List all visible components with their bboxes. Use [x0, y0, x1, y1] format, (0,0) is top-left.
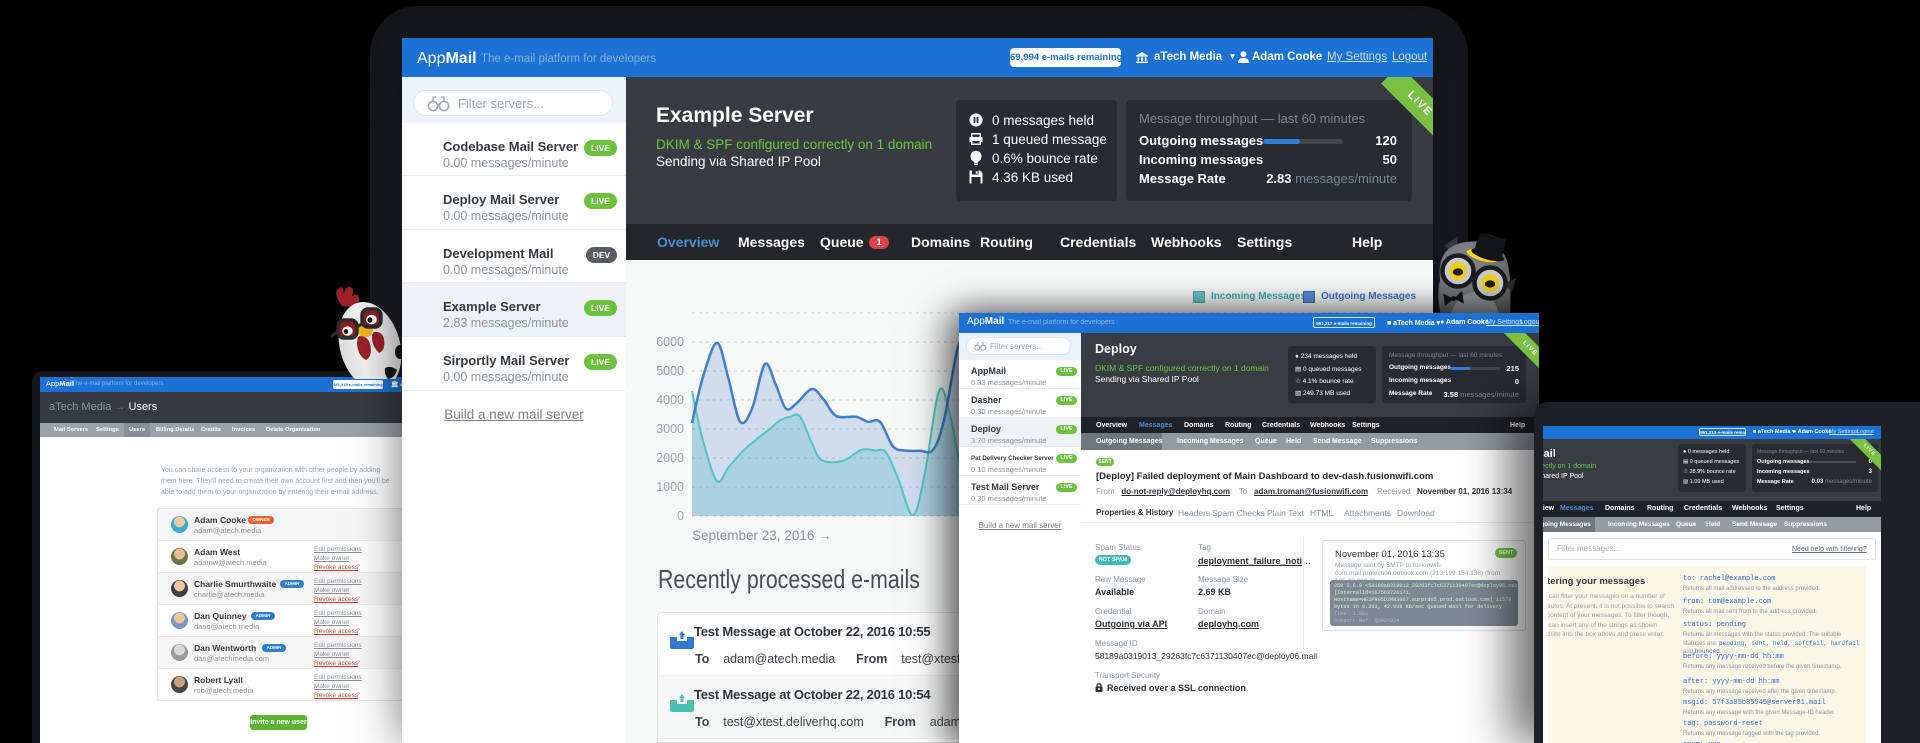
- svg-text:4000: 4000: [656, 393, 684, 407]
- svg-text:3000: 3000: [656, 422, 684, 436]
- svg-text:1000: 1000: [656, 480, 684, 494]
- svg-text:0: 0: [677, 509, 684, 523]
- svg-text:5000: 5000: [656, 364, 684, 378]
- svg-text:6000: 6000: [656, 335, 684, 349]
- svg-text:2000: 2000: [656, 451, 684, 465]
